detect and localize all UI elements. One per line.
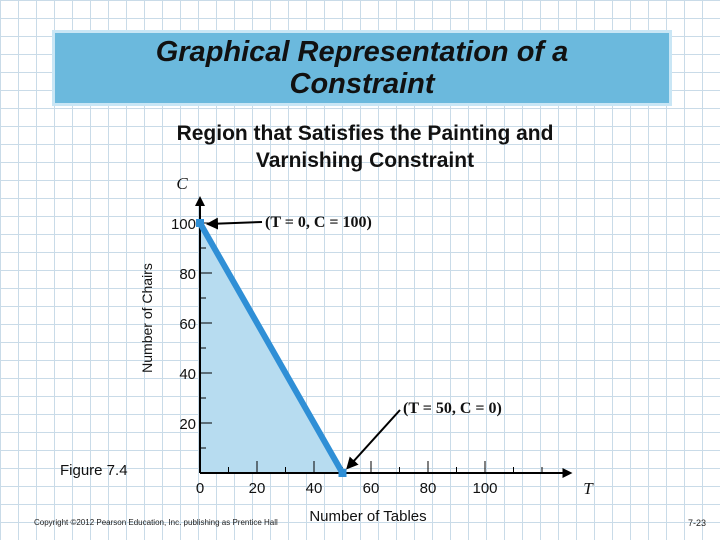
x-tick-label: 20 xyxy=(249,480,266,497)
x-tick-label: 40 xyxy=(306,480,323,497)
title-bar: Graphical Representation of a Constraint xyxy=(52,30,672,106)
chart-subtitle: Region that Satisfies the Painting and V… xyxy=(176,122,554,172)
page-number: 7-23 xyxy=(688,518,707,528)
y-tick-label: 80 xyxy=(179,266,196,283)
annotation-arrow-bottom xyxy=(346,409,401,470)
x-tick-label: 100 xyxy=(472,480,497,497)
annotation-label-top: (T = 0, C = 100) xyxy=(265,214,372,231)
y-axis-symbol: C xyxy=(176,174,188,193)
y-axis-label: Number of Chairs xyxy=(139,263,155,373)
y-tick-label: 60 xyxy=(179,316,196,333)
x-tick-label: 80 xyxy=(420,480,437,497)
figure-label: Figure 7.4 xyxy=(60,462,128,479)
y-tick-label: 40 xyxy=(179,366,196,383)
corner-point-marker xyxy=(196,219,204,227)
y-tick-label: 100 xyxy=(171,216,196,233)
annotation-label-bottom: (T = 50, C = 0) xyxy=(403,400,502,417)
x-axis-label: Number of Tables xyxy=(309,508,426,525)
y-tick-label: 20 xyxy=(179,416,196,433)
corner-point-marker xyxy=(338,469,347,477)
copyright-notice: Copyright ©2012 Pearson Education, Inc. … xyxy=(34,518,278,527)
annotation-arrow-top xyxy=(206,217,263,230)
x-axis-symbol: T xyxy=(583,479,594,498)
x-tick-label: 0 xyxy=(196,480,204,497)
x-tick-label: 60 xyxy=(363,480,380,497)
constraint-line xyxy=(197,220,346,476)
slide-title: Graphical Representation of a Constraint xyxy=(155,36,569,100)
